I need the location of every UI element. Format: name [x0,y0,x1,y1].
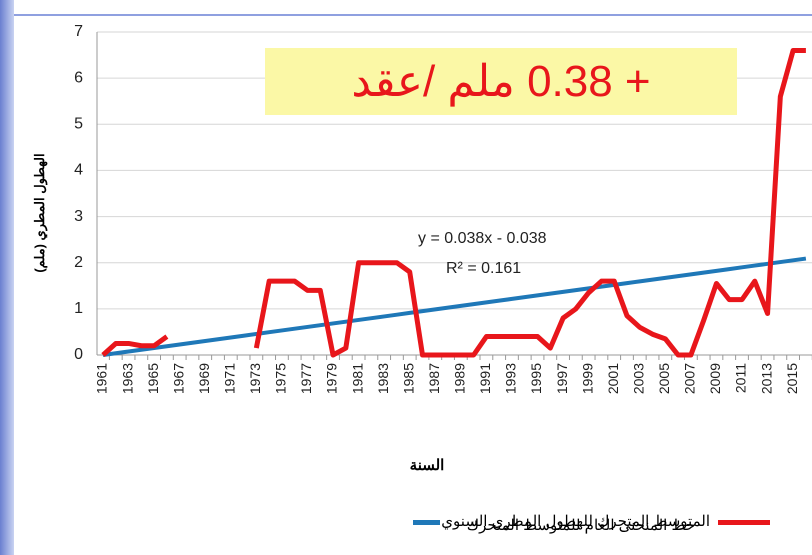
x-tick-label: 2005 [656,363,672,394]
x-tick-label: 1989 [452,363,468,394]
x-tick-label: 2015 [784,363,800,394]
x-tick-label: 1993 [503,363,519,394]
y-tick-label: 0 [74,346,83,363]
x-tick-label: 2011 [733,363,749,393]
x-tick-label: 1991 [477,363,493,394]
x-tick-label: 1983 [375,363,391,394]
x-tick-label: 1979 [324,363,340,394]
legend-swatch [718,520,770,525]
x-tick-label: 1963 [119,363,135,394]
legend-label: خط المنحنى العام للمتوسط المتحرك [466,517,695,534]
x-tick-label: 2007 [682,363,698,394]
x-tick-label: 2013 [758,363,774,394]
series-line [102,256,807,357]
x-tick-label: 1967 [170,363,186,394]
y-tick-label: 2 [74,254,83,271]
r-squared: R² = 0.161 [446,260,522,277]
x-tick-label: 1999 [579,363,595,394]
x-tick-label: 1969 [196,363,212,394]
x-tick-label: 1987 [426,363,442,394]
y-tick-label: 7 [74,23,83,40]
y-tick-label: 4 [74,162,83,179]
x-tick-label: 1971 [222,363,238,394]
x-tick-label: 1985 [400,363,416,394]
x-tick-label: 2003 [630,363,646,394]
y-tick-label: 6 [74,69,83,86]
x-tick-label: 1977 [298,363,314,394]
legend-swatch [413,520,440,525]
x-tick-label: 2009 [707,363,723,394]
x-tick-label: 1965 [145,363,161,394]
x-tick-label: 1995 [528,363,544,394]
x-axis-title: السنة [409,457,445,474]
x-tick-label: 1973 [247,363,263,394]
x-tick-label: 1975 [273,363,289,394]
y-tick-label: 1 [74,300,83,317]
annotation-box [265,48,737,115]
y-tick-label: 5 [74,116,83,133]
x-tick-label: 1981 [349,363,365,394]
legend-label: المتوسط المتحرك للهطول المطري السنوي [441,513,710,530]
x-tick-label: 1997 [554,363,570,394]
series-line [101,47,806,358]
y-axis-title: الهطول المطري (ملم) [32,153,47,273]
x-tick-label: 2001 [605,363,621,394]
x-tick-label: 1961 [94,363,110,394]
annotation: + 0.38 ملم /عقد [351,57,651,106]
y-tick-label: 3 [74,208,83,225]
equation: y = 0.038x - 0.038 [418,230,547,247]
